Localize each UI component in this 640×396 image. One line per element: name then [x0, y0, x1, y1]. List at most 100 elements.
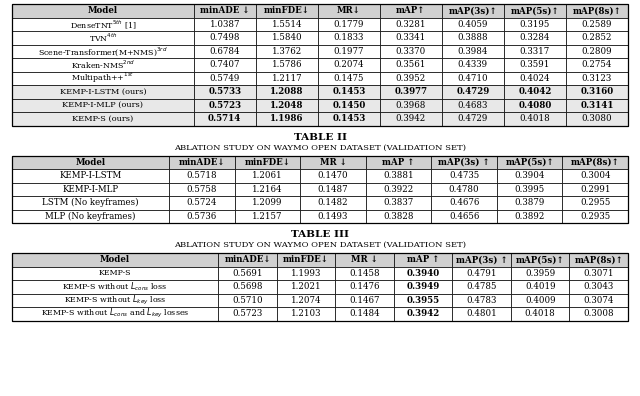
Bar — [12, 112, 194, 126]
Bar — [218, 307, 277, 320]
Text: 1.2021: 1.2021 — [291, 282, 321, 291]
Text: minADE↓: minADE↓ — [179, 158, 225, 167]
Text: 0.1467: 0.1467 — [349, 296, 380, 305]
Bar — [256, 99, 318, 112]
Bar — [566, 31, 628, 44]
Bar — [431, 196, 497, 209]
Text: 0.3074: 0.3074 — [584, 296, 614, 305]
Text: 1.2157: 1.2157 — [252, 212, 283, 221]
Bar — [335, 307, 394, 320]
Text: 0.3952: 0.3952 — [396, 74, 426, 83]
Text: 0.3881: 0.3881 — [383, 171, 414, 180]
Bar — [504, 31, 566, 44]
Text: TVN$^{4th}$: TVN$^{4th}$ — [88, 32, 117, 44]
Bar — [256, 72, 318, 85]
Bar — [12, 293, 218, 307]
Text: 0.3892: 0.3892 — [515, 212, 545, 221]
Bar — [235, 156, 300, 169]
Text: 1.2074: 1.2074 — [291, 296, 321, 305]
Text: 0.5710: 0.5710 — [232, 296, 263, 305]
Bar — [12, 156, 628, 223]
Bar — [452, 307, 511, 320]
Text: mAP(3s) ↑: mAP(3s) ↑ — [456, 255, 508, 264]
Text: 0.5758: 0.5758 — [187, 185, 217, 194]
Bar — [563, 196, 628, 209]
Bar — [442, 4, 504, 17]
Bar — [12, 209, 169, 223]
Text: Model: Model — [88, 6, 118, 15]
Text: minFDE↓: minFDE↓ — [264, 6, 310, 15]
Text: ABLATION STUDY ON WAYMO OPEN DATASET (VALIDATION SET): ABLATION STUDY ON WAYMO OPEN DATASET (VA… — [174, 143, 466, 152]
Text: 0.3080: 0.3080 — [582, 114, 612, 123]
Text: 0.1493: 0.1493 — [318, 212, 348, 221]
Bar — [169, 196, 235, 209]
Text: 0.3995: 0.3995 — [515, 185, 545, 194]
Bar — [442, 58, 504, 72]
Text: TABLE III: TABLE III — [291, 230, 349, 239]
Bar — [235, 196, 300, 209]
Bar — [318, 44, 380, 58]
Bar — [394, 253, 452, 267]
Text: 0.4785: 0.4785 — [467, 282, 497, 291]
Text: mAP(5s)↑: mAP(5s)↑ — [511, 6, 559, 15]
Text: 0.4780: 0.4780 — [449, 185, 479, 194]
Bar — [431, 183, 497, 196]
Text: 1.2061: 1.2061 — [252, 171, 283, 180]
Text: 0.5698: 0.5698 — [232, 282, 263, 291]
Bar — [12, 4, 628, 126]
Bar — [563, 169, 628, 183]
Bar — [277, 253, 335, 267]
Text: 0.3968: 0.3968 — [396, 101, 426, 110]
Bar — [504, 72, 566, 85]
Text: 0.2754: 0.2754 — [582, 60, 612, 69]
Bar — [12, 58, 194, 72]
Bar — [566, 112, 628, 126]
Text: 0.4735: 0.4735 — [449, 171, 479, 180]
Bar — [504, 44, 566, 58]
Text: 0.4710: 0.4710 — [458, 74, 488, 83]
Bar — [335, 293, 394, 307]
Text: 0.4059: 0.4059 — [458, 20, 488, 29]
Text: minADE↓: minADE↓ — [224, 255, 271, 264]
Bar — [566, 17, 628, 31]
Text: 0.3828: 0.3828 — [383, 212, 414, 221]
Bar — [366, 156, 431, 169]
Bar — [318, 72, 380, 85]
Bar — [497, 169, 563, 183]
Bar — [442, 112, 504, 126]
Text: 0.3942: 0.3942 — [396, 114, 426, 123]
Text: 0.4339: 0.4339 — [458, 60, 488, 69]
Bar — [511, 293, 570, 307]
Bar — [235, 183, 300, 196]
Text: 1.2088: 1.2088 — [270, 87, 303, 96]
Text: KEMP-S: KEMP-S — [99, 269, 131, 277]
Text: 0.3123: 0.3123 — [582, 74, 612, 83]
Text: 0.1833: 0.1833 — [333, 33, 364, 42]
Bar — [380, 31, 442, 44]
Text: 0.1487: 0.1487 — [317, 185, 348, 194]
Text: 0.4080: 0.4080 — [518, 101, 552, 110]
Text: 0.3008: 0.3008 — [584, 309, 614, 318]
Text: 1.1986: 1.1986 — [270, 114, 303, 123]
Text: ABLATION STUDY ON WAYMO OPEN DATASET (VALIDATION SET): ABLATION STUDY ON WAYMO OPEN DATASET (VA… — [174, 241, 466, 249]
Text: 0.5724: 0.5724 — [187, 198, 217, 207]
Text: 0.3942: 0.3942 — [406, 309, 440, 318]
Text: 0.3837: 0.3837 — [383, 198, 413, 207]
Bar — [570, 307, 628, 320]
Bar — [380, 85, 442, 99]
Text: 0.3977: 0.3977 — [394, 87, 428, 96]
Text: 1.0387: 1.0387 — [209, 20, 240, 29]
Bar — [12, 196, 169, 209]
Bar — [256, 112, 318, 126]
Bar — [318, 99, 380, 112]
Text: 0.5733: 0.5733 — [208, 87, 241, 96]
Text: mAP(8s)↑: mAP(8s)↑ — [574, 255, 623, 264]
Bar — [318, 31, 380, 44]
Text: 0.5723: 0.5723 — [208, 101, 241, 110]
Text: 0.3984: 0.3984 — [458, 47, 488, 56]
Bar — [169, 209, 235, 223]
Bar — [511, 280, 570, 293]
Text: 0.3004: 0.3004 — [580, 171, 611, 180]
Bar — [442, 17, 504, 31]
Bar — [380, 72, 442, 85]
